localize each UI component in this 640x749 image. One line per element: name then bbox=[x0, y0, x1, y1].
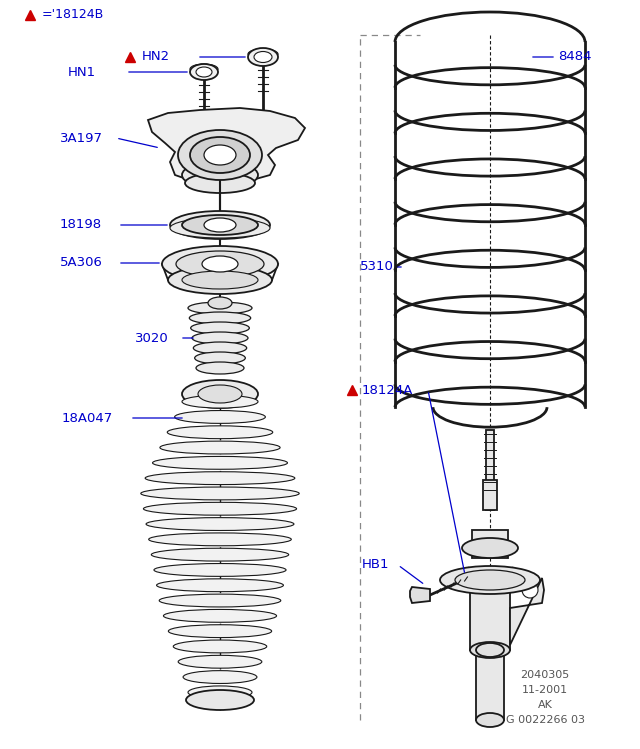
Ellipse shape bbox=[198, 385, 242, 403]
Ellipse shape bbox=[170, 218, 270, 238]
Ellipse shape bbox=[143, 503, 296, 515]
Ellipse shape bbox=[170, 211, 270, 239]
Ellipse shape bbox=[182, 271, 258, 289]
Ellipse shape bbox=[182, 215, 258, 235]
Polygon shape bbox=[410, 587, 430, 603]
Ellipse shape bbox=[189, 312, 251, 324]
Text: 18A047: 18A047 bbox=[62, 411, 113, 425]
Bar bbox=[486, 430, 494, 510]
Text: 18198: 18198 bbox=[60, 219, 102, 231]
Ellipse shape bbox=[163, 610, 276, 622]
Text: G 0022266 03: G 0022266 03 bbox=[506, 715, 584, 725]
Ellipse shape bbox=[168, 266, 272, 294]
Ellipse shape bbox=[178, 130, 262, 180]
Ellipse shape bbox=[167, 426, 273, 439]
Ellipse shape bbox=[204, 145, 236, 165]
Ellipse shape bbox=[141, 487, 300, 500]
Ellipse shape bbox=[193, 342, 246, 354]
Text: HB1: HB1 bbox=[362, 559, 390, 571]
Ellipse shape bbox=[254, 52, 272, 62]
Ellipse shape bbox=[476, 643, 504, 657]
Ellipse shape bbox=[191, 322, 250, 334]
Ellipse shape bbox=[178, 655, 262, 668]
Text: 3020: 3020 bbox=[135, 332, 169, 345]
Ellipse shape bbox=[190, 64, 218, 80]
Ellipse shape bbox=[159, 594, 281, 607]
Text: 3A197: 3A197 bbox=[60, 132, 103, 145]
Ellipse shape bbox=[208, 297, 232, 309]
Text: HN2: HN2 bbox=[142, 50, 170, 64]
Ellipse shape bbox=[522, 582, 538, 598]
Ellipse shape bbox=[195, 352, 245, 364]
Ellipse shape bbox=[248, 48, 278, 66]
Bar bbox=[470, 580, 510, 650]
Text: 8484: 8484 bbox=[558, 50, 591, 64]
Text: HN1: HN1 bbox=[68, 65, 96, 79]
Ellipse shape bbox=[145, 472, 295, 485]
Text: AK: AK bbox=[538, 700, 552, 710]
Ellipse shape bbox=[470, 572, 510, 588]
Ellipse shape bbox=[162, 246, 278, 282]
Text: 11-2001: 11-2001 bbox=[522, 685, 568, 695]
Ellipse shape bbox=[182, 395, 258, 408]
Text: 5A306: 5A306 bbox=[60, 256, 103, 270]
Ellipse shape bbox=[188, 686, 252, 699]
Polygon shape bbox=[510, 578, 544, 645]
Ellipse shape bbox=[188, 302, 252, 314]
Ellipse shape bbox=[196, 362, 244, 374]
Ellipse shape bbox=[204, 218, 236, 232]
Ellipse shape bbox=[148, 533, 291, 546]
Ellipse shape bbox=[455, 570, 525, 590]
Ellipse shape bbox=[160, 441, 280, 454]
Bar bbox=[472, 530, 508, 558]
Ellipse shape bbox=[176, 251, 264, 277]
Ellipse shape bbox=[182, 161, 258, 189]
Ellipse shape bbox=[192, 332, 248, 344]
Ellipse shape bbox=[152, 456, 287, 470]
Ellipse shape bbox=[168, 625, 271, 637]
Ellipse shape bbox=[462, 538, 518, 558]
Text: 2040305: 2040305 bbox=[520, 670, 570, 680]
Ellipse shape bbox=[470, 642, 510, 658]
Ellipse shape bbox=[183, 670, 257, 684]
Bar bbox=[483, 480, 497, 510]
Ellipse shape bbox=[440, 566, 540, 594]
Ellipse shape bbox=[190, 137, 250, 173]
Ellipse shape bbox=[182, 380, 258, 408]
Ellipse shape bbox=[248, 49, 278, 59]
Ellipse shape bbox=[476, 713, 504, 727]
Ellipse shape bbox=[202, 256, 238, 272]
Ellipse shape bbox=[186, 690, 254, 710]
Ellipse shape bbox=[157, 579, 284, 592]
Ellipse shape bbox=[154, 563, 286, 577]
Ellipse shape bbox=[185, 173, 255, 193]
Ellipse shape bbox=[175, 410, 266, 423]
Text: 18124A: 18124A bbox=[362, 383, 413, 396]
Ellipse shape bbox=[196, 67, 212, 77]
Ellipse shape bbox=[151, 548, 289, 561]
Polygon shape bbox=[148, 108, 305, 185]
Text: 5310: 5310 bbox=[360, 261, 394, 273]
Bar bbox=[476, 650, 504, 720]
Text: ='18124B: ='18124B bbox=[42, 8, 104, 22]
Ellipse shape bbox=[173, 640, 267, 653]
Ellipse shape bbox=[146, 518, 294, 530]
Ellipse shape bbox=[190, 64, 218, 74]
